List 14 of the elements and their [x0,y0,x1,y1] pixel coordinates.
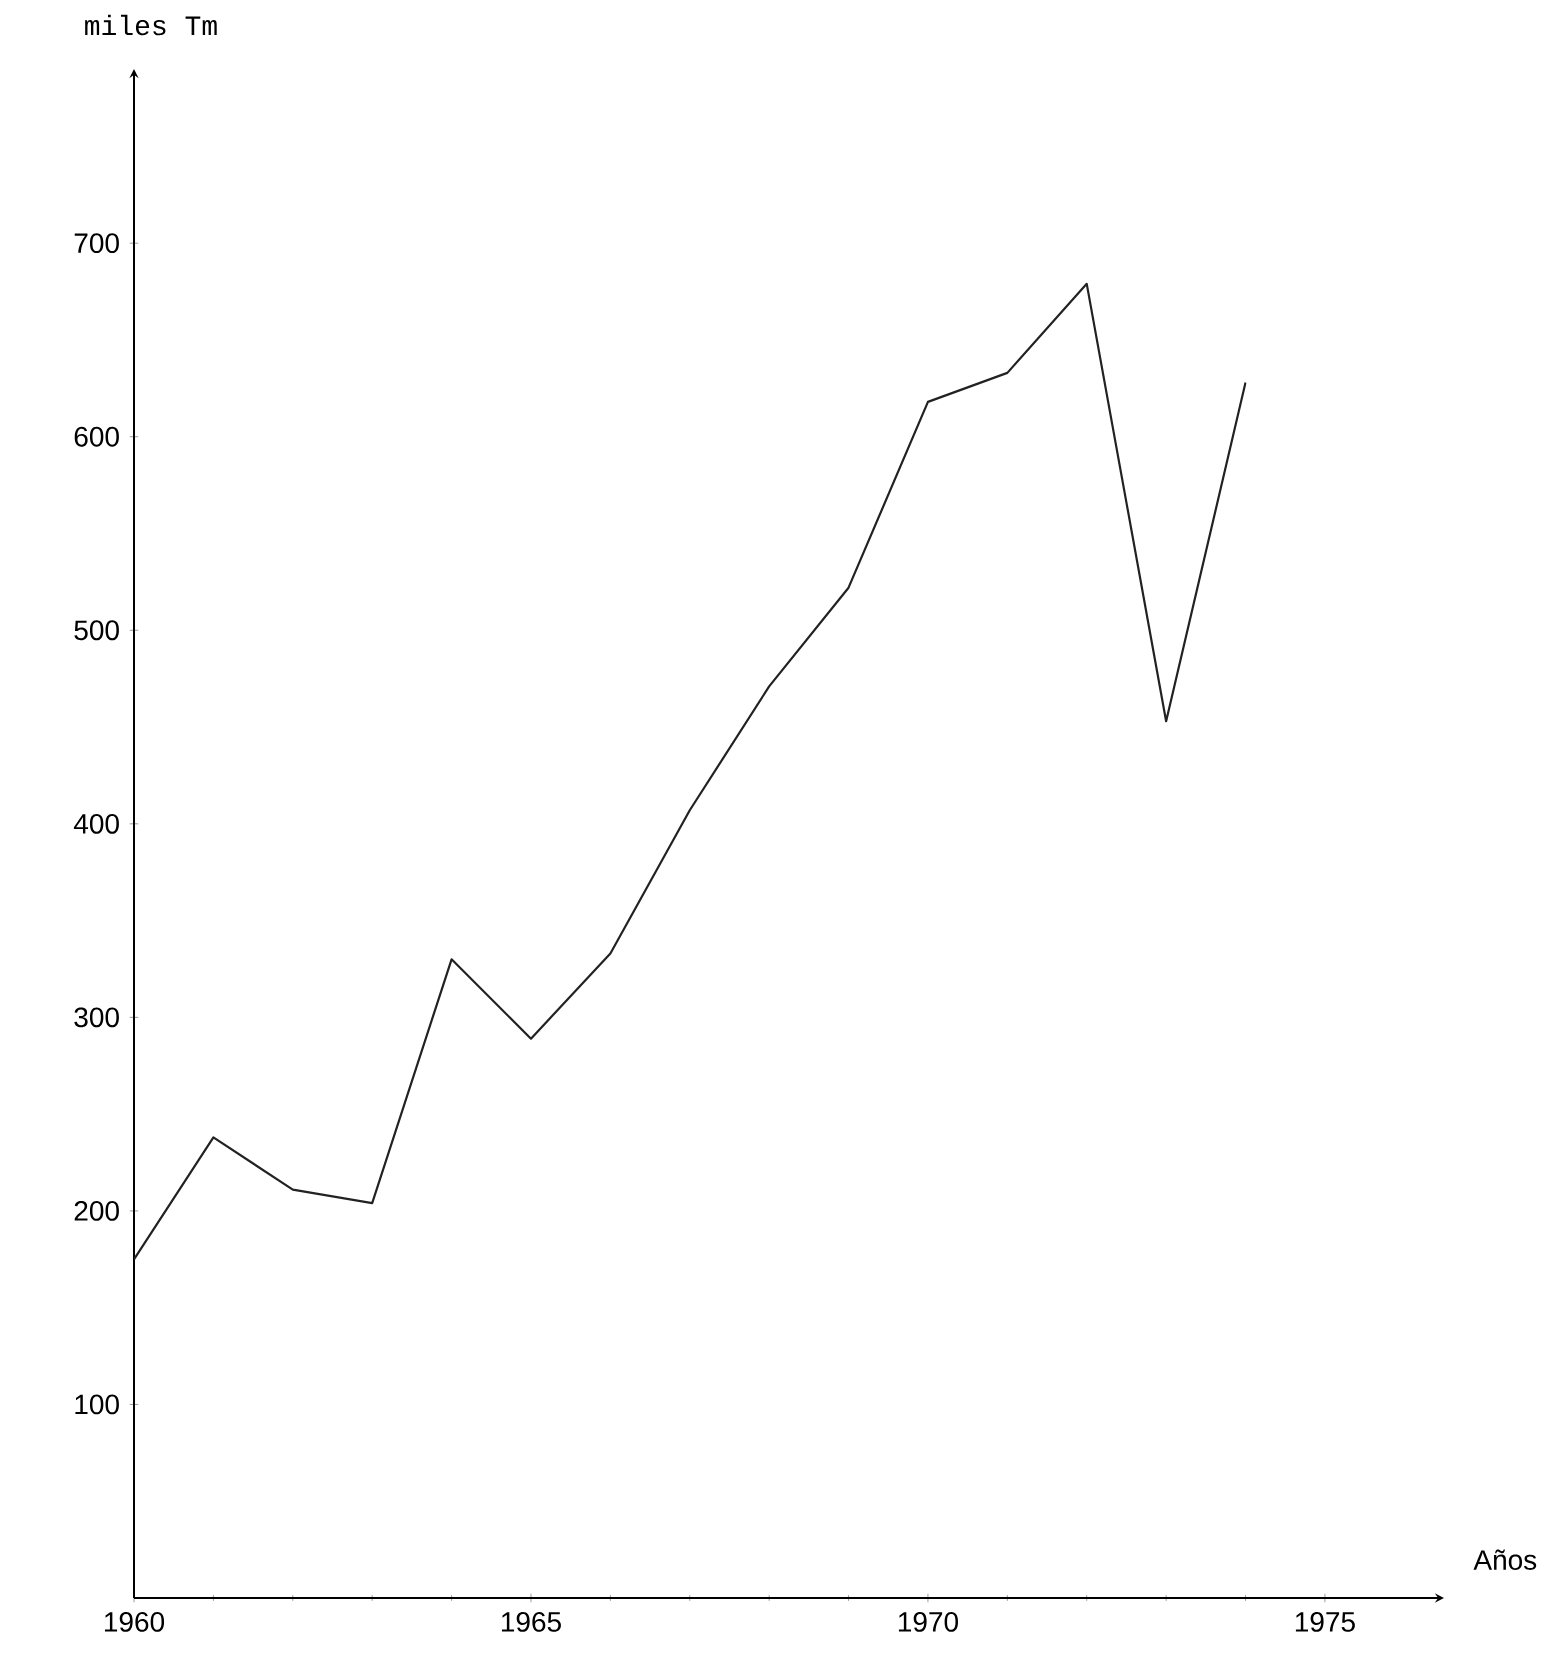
x-tick-label: 1960 [104,1611,165,1632]
x-axis-title: Años [1473,1549,1537,1570]
y-tick-label: 700 [74,233,119,254]
x-tick-label: 1970 [898,1611,958,1632]
x-tick-label: 1965 [501,1611,561,1632]
y-tick-label: 100 [75,1394,119,1415]
y-tick-label: 500 [74,620,119,641]
y-tick-label: 200 [74,1200,119,1221]
y-tick-label: 400 [73,813,119,834]
line-series [134,282,1247,1261]
y-tick-label: 300 [74,1007,119,1028]
x-tick-label: 1975 [1295,1611,1355,1632]
y-tick-label: 600 [74,426,119,447]
y-axis-title: miles Tm [85,14,217,36]
